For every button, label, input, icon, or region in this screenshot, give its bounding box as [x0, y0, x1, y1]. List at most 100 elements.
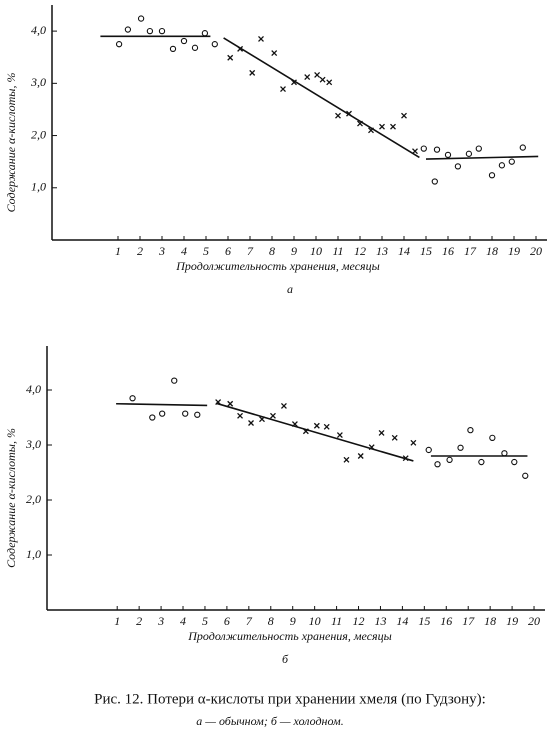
x-tick-label: 2	[137, 244, 143, 258]
point	[258, 35, 264, 42]
point	[270, 412, 276, 419]
x-tick-label: 9	[290, 614, 296, 628]
point	[446, 456, 453, 463]
point	[280, 402, 287, 409]
x-tick-label: 10	[310, 244, 322, 258]
x-tick-label: 15	[418, 614, 430, 628]
y-tick-label: 3,0	[30, 75, 46, 89]
point	[444, 151, 452, 159]
point	[467, 426, 474, 434]
x-axis-label: Продолжительность хранения, месяцы	[187, 629, 391, 643]
point	[249, 69, 256, 76]
x-tick-label: 13	[376, 244, 388, 258]
x-tick-label: 13	[374, 614, 386, 628]
x-tick-label: 16	[442, 244, 454, 258]
point	[124, 26, 132, 33]
x-tick-label: 6	[225, 244, 231, 258]
trend-line	[425, 155, 539, 160]
trend-line	[223, 37, 420, 159]
point	[314, 72, 321, 78]
x-tick-label: 14	[398, 244, 410, 258]
point	[420, 145, 427, 152]
point	[158, 27, 166, 35]
point	[180, 37, 188, 45]
x-tick-label: 12	[353, 614, 365, 628]
point	[489, 434, 496, 441]
point	[129, 395, 136, 402]
x-tick-label: 15	[420, 244, 432, 258]
point	[425, 446, 432, 454]
point	[335, 112, 341, 119]
trend-line	[215, 402, 414, 462]
x-tick-label: 4	[181, 244, 187, 258]
panel-label: а	[287, 282, 293, 296]
point	[271, 50, 278, 57]
x-tick-label: 20	[528, 614, 540, 628]
point	[410, 439, 417, 446]
point	[454, 163, 462, 170]
point	[488, 172, 496, 179]
point	[465, 150, 473, 157]
x-tick-label: 12	[354, 244, 366, 258]
y-axis-label: Содержание α-кислоты, %	[4, 428, 18, 568]
point	[182, 410, 189, 417]
point	[319, 76, 326, 83]
x-tick-label: 11	[331, 614, 342, 628]
point	[146, 27, 154, 35]
point	[323, 423, 330, 430]
x-tick-label: 16	[440, 614, 452, 628]
point	[508, 158, 515, 165]
panel-label: б	[282, 652, 289, 666]
x-tick-label: 1	[114, 614, 120, 628]
trend-line	[116, 402, 208, 407]
x-axis-label: Продолжительность хранения, месяцы	[175, 259, 379, 273]
point	[343, 456, 350, 463]
point	[115, 41, 123, 48]
x-tick-label: 19	[506, 614, 518, 628]
point	[227, 54, 234, 61]
point	[379, 123, 385, 130]
x-tick-label: 3	[158, 244, 165, 258]
point	[201, 30, 209, 37]
point	[390, 123, 396, 130]
x-tick-label: 3	[157, 614, 164, 628]
x-tick-label: 17	[464, 244, 477, 258]
x-tick-label: 5	[202, 614, 208, 628]
point	[475, 145, 482, 152]
point	[401, 112, 407, 119]
point	[498, 162, 506, 169]
x-tick-label: 18	[486, 244, 498, 258]
point	[434, 461, 441, 468]
point	[431, 178, 438, 185]
x-tick-label: 11	[332, 244, 343, 258]
y-tick-label: 1,0	[31, 180, 46, 194]
point	[227, 400, 234, 407]
point	[433, 146, 441, 153]
point	[336, 432, 343, 439]
y-tick-label: 4,0	[26, 382, 41, 396]
point	[391, 434, 398, 441]
point	[511, 458, 518, 466]
point	[501, 450, 508, 457]
y-tick-label: 2,0	[26, 492, 41, 506]
point	[280, 86, 286, 93]
point	[478, 458, 485, 466]
point	[194, 411, 201, 418]
point	[457, 444, 464, 451]
x-tick-label: 4	[180, 614, 186, 628]
point	[149, 414, 156, 421]
point	[326, 79, 333, 86]
x-tick-label: 7	[247, 244, 254, 258]
point	[378, 429, 385, 436]
x-tick-label: 10	[309, 614, 321, 628]
x-tick-label: 8	[269, 244, 275, 258]
point	[248, 420, 254, 426]
x-tick-label: 18	[484, 614, 496, 628]
point	[519, 144, 526, 151]
y-tick-label: 4,0	[31, 23, 46, 37]
point	[159, 410, 166, 417]
point	[237, 412, 244, 419]
x-tick-label: 7	[246, 614, 253, 628]
